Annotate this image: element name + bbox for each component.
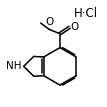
- Text: O: O: [71, 22, 79, 32]
- Text: NH: NH: [6, 61, 21, 71]
- Text: O: O: [45, 17, 53, 27]
- Text: H·Cl: H·Cl: [74, 7, 98, 20]
